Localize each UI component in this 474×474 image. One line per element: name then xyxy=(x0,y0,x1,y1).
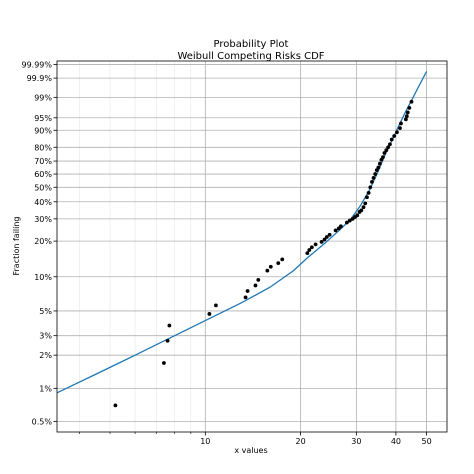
y-tick-label: 1% xyxy=(39,384,52,393)
data-point xyxy=(407,106,412,110)
x-tick-label: 30 xyxy=(351,437,361,446)
y-axis-label: Fraction failing xyxy=(12,216,21,275)
data-point xyxy=(377,161,382,166)
data-point xyxy=(361,205,366,210)
data-point xyxy=(280,257,285,262)
data-point xyxy=(376,165,381,170)
y-tick-label: 80% xyxy=(34,143,52,152)
data-point xyxy=(167,323,172,328)
plot-frame xyxy=(56,60,448,433)
data-point xyxy=(333,228,338,233)
data-point xyxy=(368,185,373,190)
data-point xyxy=(256,277,261,282)
x-tick-label: 20 xyxy=(296,437,306,446)
data-point xyxy=(405,110,410,115)
y-tick-label: 99% xyxy=(34,93,52,102)
data-point xyxy=(398,126,402,131)
y-tick-label: 99.9% xyxy=(27,74,53,83)
y-tick-label: 3% xyxy=(39,332,52,341)
data-point xyxy=(359,208,364,213)
data-point xyxy=(245,289,250,293)
x-axis-ticks: 10 20 30 40 50 xyxy=(79,432,432,446)
data-point xyxy=(207,312,212,316)
y-tick-label: 99.99% xyxy=(21,60,52,69)
data-point xyxy=(365,195,369,200)
y-axis-ticks: 0.5% 1% 2% 3% 5% 10% 20% 30% 40% 50% 60% 70% 80% 90% 9… xyxy=(21,60,57,426)
data-point xyxy=(399,121,403,126)
data-point xyxy=(366,190,371,195)
data-point xyxy=(243,295,248,300)
data-point xyxy=(363,201,368,206)
data-point xyxy=(386,145,391,150)
data-point xyxy=(305,251,310,256)
x-axis-label: x values xyxy=(234,446,267,455)
y-tick-label: 5% xyxy=(39,307,52,316)
data-point xyxy=(309,245,314,250)
data-point xyxy=(276,261,281,266)
chart-subtitle: Weibull Competing Risks CDF xyxy=(177,51,324,62)
y-tick-label: 20% xyxy=(34,237,52,246)
data-point xyxy=(370,180,374,184)
y-tick-label: 95% xyxy=(34,114,52,123)
data-point xyxy=(268,264,273,269)
data-point xyxy=(344,220,349,225)
data-point xyxy=(373,172,378,176)
chart-title: Probability Plot xyxy=(214,39,289,50)
data-point xyxy=(214,303,218,308)
data-point xyxy=(388,142,392,147)
y-tick-label: 90% xyxy=(34,126,52,135)
data-point xyxy=(381,155,385,159)
data-point xyxy=(389,137,394,142)
y-tick-label: 10% xyxy=(34,273,52,282)
data-point xyxy=(327,232,332,237)
data-point xyxy=(392,134,397,138)
y-tick-label: 40% xyxy=(34,198,52,207)
data-point xyxy=(384,148,389,153)
data-point xyxy=(371,176,376,180)
y-tick-label: 0.5% xyxy=(32,417,53,426)
x-tick-label: 10 xyxy=(200,437,210,446)
y-tick-label: 2% xyxy=(39,351,52,360)
x-tick-label: 50 xyxy=(422,437,432,446)
data-point xyxy=(324,235,329,239)
data-point xyxy=(347,218,352,223)
y-tick-label: 70% xyxy=(34,157,52,166)
data-point xyxy=(338,224,343,229)
data-point xyxy=(162,361,166,365)
data-point xyxy=(307,248,312,252)
x-tick-label: 40 xyxy=(391,437,401,446)
data-point xyxy=(382,151,387,155)
data-point xyxy=(395,130,399,135)
y-tick-label: 60% xyxy=(34,170,52,179)
data-point xyxy=(113,403,118,408)
y-tick-label: 50% xyxy=(34,183,52,192)
data-point xyxy=(165,338,170,343)
data-point xyxy=(403,117,408,122)
data-point xyxy=(355,213,360,218)
data-point xyxy=(409,99,414,104)
y-tick-label: 30% xyxy=(34,215,52,224)
data-point xyxy=(319,240,324,244)
data-point xyxy=(322,237,327,242)
data-points-group xyxy=(113,99,414,408)
data-point xyxy=(253,283,258,288)
data-point xyxy=(265,268,270,273)
data-point xyxy=(404,114,409,119)
data-point xyxy=(313,242,318,247)
